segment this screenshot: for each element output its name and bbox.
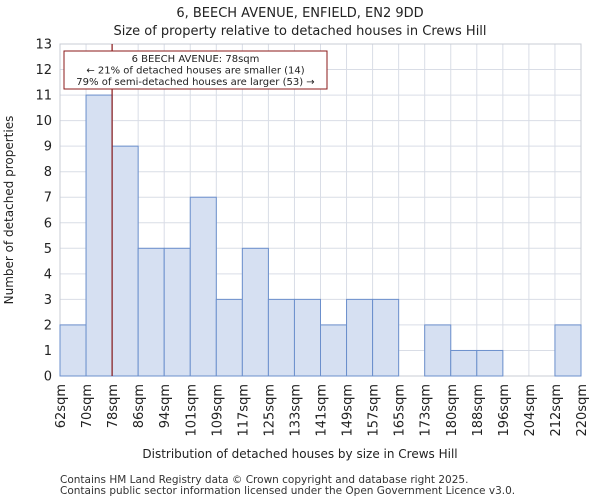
x-tick-label: 204sqm — [523, 384, 538, 437]
y-tick-label: 11 — [35, 89, 52, 104]
bar — [267, 298, 295, 377]
annotation-line3: 79% of semi-detached houses are larger (… — [76, 77, 314, 88]
x-tick-label: 94sqm — [158, 384, 173, 428]
x-tick-label: 133sqm — [288, 384, 303, 437]
bar — [320, 324, 348, 377]
x-tick-label: 101sqm — [184, 384, 199, 437]
footer-line1: Contains HM Land Registry data © Crown c… — [60, 474, 468, 486]
x-tick-label: 180sqm — [445, 384, 460, 437]
x-tick-label: 141sqm — [315, 384, 330, 437]
y-tick-label: 2 — [44, 318, 52, 333]
bar — [424, 324, 452, 377]
x-tick-label: 157sqm — [367, 384, 382, 437]
x-tick-label: 78sqm — [106, 384, 121, 428]
x-tick-label: 149sqm — [341, 384, 356, 437]
y-tick-label: 7 — [44, 191, 52, 206]
y-tick-label: 6 — [44, 216, 52, 231]
bar — [85, 94, 113, 377]
x-tick-label: 70sqm — [80, 384, 95, 428]
annotation-line1: 6 BEECH AVENUE: 78sqm — [132, 54, 260, 65]
chart-title-line1: 6, BEECH AVENUE, ENFIELD, EN2 9DD — [176, 6, 423, 21]
footer-line2: Contains public sector information licen… — [60, 485, 515, 497]
x-tick-label: 165sqm — [393, 384, 408, 437]
bars — [59, 94, 582, 377]
bar — [189, 196, 217, 377]
x-tick-label: 173sqm — [419, 384, 434, 437]
annotation-frame — [63, 50, 328, 90]
annotation-line2: ← 21% of detached houses are smaller (14… — [86, 66, 304, 77]
x-tick-label: 212sqm — [549, 384, 564, 437]
bar — [476, 349, 504, 377]
bar — [372, 298, 400, 377]
x-tick-label: 86sqm — [132, 384, 147, 428]
bar — [59, 324, 87, 377]
x-tick-label: 220sqm — [575, 384, 590, 437]
y-tick-label: 1 — [44, 344, 52, 359]
y-tick-label: 5 — [44, 242, 52, 257]
bar — [293, 298, 322, 377]
y-tick-label: 4 — [44, 267, 52, 282]
bar — [137, 247, 165, 377]
annotation-box: 6 BEECH AVENUE: 78sqm ← 21% of detached … — [63, 50, 328, 90]
x-tick-label: 109sqm — [210, 384, 225, 437]
y-tick-label: 9 — [44, 140, 52, 155]
y-tick-label: 3 — [44, 293, 52, 308]
bar — [450, 349, 478, 377]
x-tick-label: 62sqm — [54, 384, 69, 428]
x-tick-label: 196sqm — [497, 384, 512, 437]
bar — [163, 247, 191, 377]
bar — [241, 247, 269, 377]
bar — [111, 145, 139, 377]
y-tick-label: 8 — [44, 165, 52, 180]
bar — [215, 298, 243, 377]
chart-title-line2: Size of property relative to detached ho… — [113, 24, 486, 39]
x-tick-label: 188sqm — [471, 384, 486, 437]
y-tick-label: 0 — [44, 370, 52, 385]
y-tick-label: 13 — [35, 38, 52, 53]
x-tick-label: 117sqm — [236, 384, 251, 437]
bar — [346, 298, 374, 377]
y-axis-label: Number of detached properties — [2, 116, 16, 305]
bar — [554, 324, 582, 377]
x-axis-label: Distribution of detached houses by size … — [142, 447, 457, 461]
y-tick-label: 10 — [35, 114, 52, 129]
y-tick-label: 12 — [35, 63, 52, 78]
x-tick-label: 125sqm — [262, 384, 277, 437]
x-tick-labels: 62sqm 70sqm 78sqm 86sqm 94sqm 101sqm 109sqm 117… — [54, 384, 590, 437]
